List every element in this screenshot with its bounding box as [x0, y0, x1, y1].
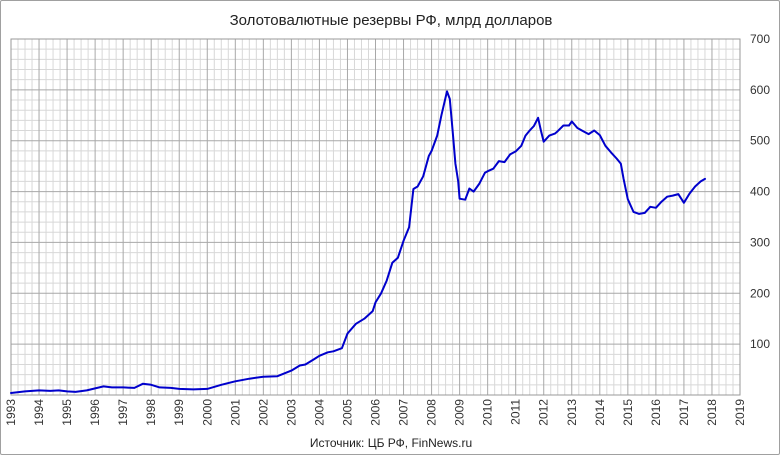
x-tick-label: 2001 — [228, 399, 242, 426]
chart-title: Золотовалютные резервы РФ, млрд долларов — [230, 12, 553, 29]
x-tick-label: 1997 — [116, 399, 130, 426]
x-tick-label: 2013 — [565, 399, 579, 426]
x-tick-label: 1993 — [4, 399, 18, 426]
x-axis-tick-labels: 1993 1994 1995 1996 1997 1998 1999 2000 2001 2002… — [4, 399, 747, 426]
x-tick-label: 2012 — [537, 399, 551, 426]
y-axis-tick-labels: 100 200 300 400 500 600 700 — [750, 32, 770, 351]
y-tick-label: 100 — [750, 337, 770, 351]
x-tick-label: 2009 — [453, 399, 467, 426]
x-tick-label: 1998 — [144, 399, 158, 426]
x-tick-label: 1994 — [32, 399, 46, 426]
x-tick-label: 2017 — [677, 399, 691, 426]
y-tick-label: 300 — [750, 235, 770, 249]
x-tick-label: 2002 — [256, 399, 270, 426]
y-tick-label: 700 — [750, 32, 770, 46]
source-note: Источник: ЦБ РФ, FinNews.ru — [310, 436, 472, 450]
x-tick-label: 2005 — [340, 399, 354, 426]
plot-area-border — [10, 38, 741, 396]
x-tick-label: 2011 — [509, 399, 523, 425]
x-tick-label: 2016 — [649, 399, 663, 426]
x-tick-label: 2007 — [397, 399, 411, 426]
x-tick-label: 1996 — [88, 399, 102, 426]
x-tick-label: 2003 — [284, 399, 298, 426]
x-tick-label: 2014 — [593, 399, 607, 426]
x-tick-label: 2004 — [312, 399, 326, 426]
y-tick-label: 600 — [750, 83, 770, 97]
x-tick-label: 2000 — [200, 399, 214, 426]
x-tick-label: 1999 — [172, 399, 186, 426]
series-group — [10, 90, 706, 394]
x-tick-label: 2006 — [369, 399, 383, 426]
x-tick-label: 2019 — [733, 399, 747, 426]
major-gridlines — [10, 38, 741, 396]
x-tick-label: 2008 — [425, 399, 439, 426]
x-tick-label: 2010 — [481, 399, 495, 426]
x-tick-label: 2015 — [621, 399, 635, 426]
x-tick-label: 1995 — [60, 399, 74, 426]
y-tick-label: 500 — [750, 134, 770, 148]
y-tick-label: 200 — [750, 286, 770, 300]
y-tick-label: 400 — [750, 185, 770, 199]
series-line — [10, 90, 706, 394]
x-tick-label: 2018 — [705, 399, 719, 426]
